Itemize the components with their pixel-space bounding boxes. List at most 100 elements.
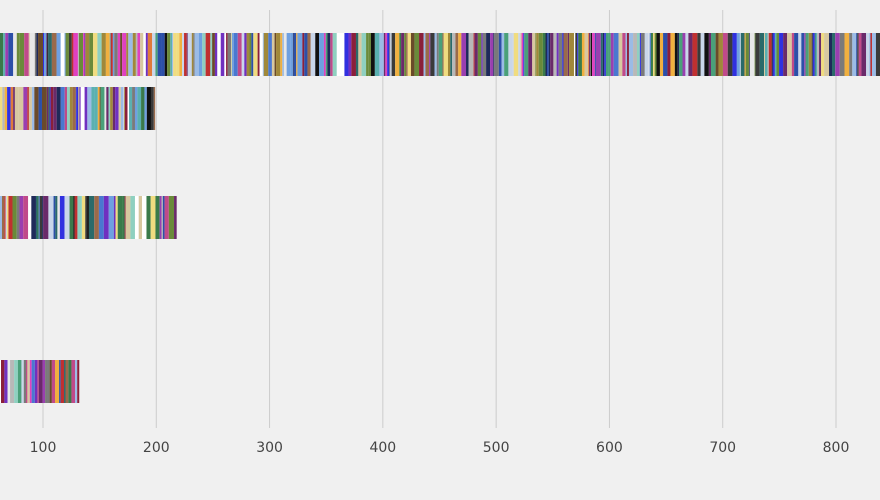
bar-segment: [771, 33, 773, 76]
bar-segment: [13, 87, 15, 130]
bar-segment: [108, 87, 111, 130]
bar-segment: [53, 196, 56, 239]
bar-segment: [104, 87, 107, 130]
bar-segment: [390, 33, 392, 76]
bar-segment: [146, 87, 151, 130]
bar-segment: [23, 360, 26, 403]
gridlines: [42, 10, 837, 428]
bar-segment: [425, 33, 430, 76]
bar-segment: [385, 33, 388, 76]
bar-segment: [174, 196, 177, 239]
x-tick-label-100: 100: [30, 440, 57, 456]
bar-segment: [2, 87, 5, 130]
bar-segment: [231, 33, 232, 76]
bar-segment: [19, 33, 25, 76]
bar-segment: [798, 33, 802, 76]
bar-segment: [330, 33, 333, 76]
bar-segment: [168, 196, 175, 239]
bar-segment: [69, 87, 73, 130]
bar-segment: [48, 196, 54, 239]
bar-segment: [521, 33, 524, 76]
bar-segment: [383, 33, 386, 76]
bar-segment: [241, 33, 245, 76]
bar-segment: [10, 87, 14, 130]
bar-segment: [73, 196, 75, 239]
bar-segment: [76, 87, 79, 130]
bar-segment: [438, 33, 443, 76]
bar-segment: [290, 33, 293, 76]
bar-segment: [27, 360, 30, 403]
bar-segment: [28, 33, 30, 76]
bar-segment: [8, 196, 13, 239]
bar-segment: [550, 33, 554, 76]
bar-segment: [4, 196, 6, 239]
bar-segment: [473, 33, 475, 76]
bar-segment: [75, 360, 78, 403]
bar-segment: [727, 33, 733, 76]
bar-segment: [117, 196, 123, 239]
bar-segment: [31, 360, 35, 403]
bar-segment: [804, 33, 806, 76]
bar-segment: [315, 33, 320, 76]
bar-segment: [839, 33, 845, 76]
bar-segment: [51, 360, 56, 403]
bar-segment: [604, 33, 606, 76]
bar-segment: [64, 196, 70, 239]
bar-segment: [142, 196, 147, 239]
bar-segment: [212, 33, 215, 76]
bar-segment: [60, 87, 65, 130]
bar-segment: [584, 33, 589, 76]
bar-segment: [808, 33, 812, 76]
bar-segment: [819, 33, 822, 76]
bar-segment: [815, 33, 817, 76]
bar-segment: [474, 33, 478, 76]
bar-segment: [639, 33, 641, 76]
bar-segment: [765, 33, 768, 76]
bar-segment: [85, 196, 88, 239]
bar-segment: [0, 196, 2, 239]
bar-segment: [649, 33, 651, 76]
bar-segment: [558, 33, 563, 76]
bar-segment: [259, 33, 263, 76]
bar-segment: [108, 196, 114, 239]
bar-segment: [608, 33, 611, 76]
bar-segment: [6, 196, 9, 239]
bar-segment: [194, 33, 199, 76]
bar-segment: [55, 360, 60, 403]
bar-segment: [436, 33, 439, 76]
bar-segment: [141, 87, 145, 130]
bar-segment: [122, 196, 125, 239]
bar-segment: [748, 33, 750, 76]
x-tick-label-400: 400: [369, 440, 396, 456]
bar-segment: [135, 33, 138, 76]
bar-segment: [21, 360, 24, 403]
bar-segment: [740, 33, 745, 76]
bar-segment: [198, 33, 203, 76]
bar-segment: [91, 87, 95, 130]
bar-segment: [64, 360, 66, 403]
bar-segment: [98, 196, 104, 239]
bar-segment: [50, 87, 54, 130]
bar-segment: [129, 87, 133, 130]
bar-segment: [794, 33, 799, 76]
bar-segment: [27, 87, 29, 130]
bar-segment: [176, 33, 180, 76]
bar-segment: [37, 196, 39, 239]
bar-segment: [23, 87, 28, 130]
bar-segment: [670, 33, 675, 76]
bar-segment: [759, 33, 765, 76]
bar-segment: [150, 196, 156, 239]
bar-segment: [772, 33, 775, 76]
bar-segment: [99, 87, 101, 130]
bar-segment: [524, 33, 529, 76]
bar-segment: [117, 33, 121, 76]
bar-segment: [282, 33, 284, 76]
bar-segment: [88, 196, 95, 239]
bar-segment: [399, 33, 402, 76]
bar-segment: [852, 33, 857, 76]
bar-segment: [710, 33, 716, 76]
bar-segment: [249, 33, 252, 76]
bar-segment: [38, 33, 43, 76]
bar-segment: [126, 33, 129, 76]
